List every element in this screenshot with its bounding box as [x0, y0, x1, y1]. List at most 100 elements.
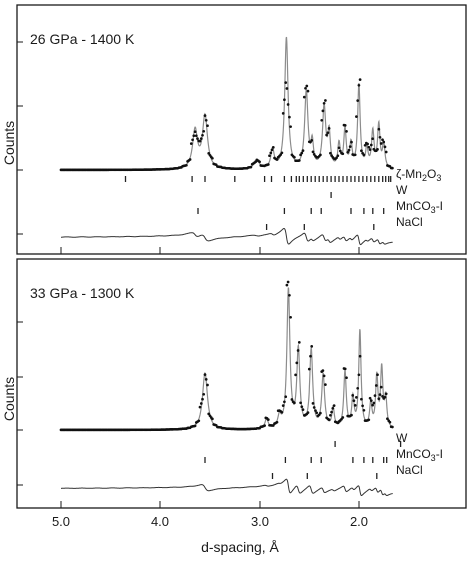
x-axis-ticks	[60, 247, 360, 508]
observed-point	[270, 148, 274, 152]
observed-point	[207, 152, 211, 155]
observed-point	[302, 95, 306, 99]
observed-point	[372, 401, 376, 405]
observed-point	[371, 137, 374, 141]
observed-point	[283, 98, 286, 102]
observed-point	[341, 152, 345, 156]
observed-point	[337, 146, 341, 150]
observed-point	[263, 424, 266, 427]
observed-point	[353, 153, 357, 157]
observed-point	[307, 367, 311, 371]
observed-point	[324, 99, 327, 102]
phase-label-nacl-panel-2: NaCl	[396, 463, 423, 477]
observed-point	[391, 425, 394, 429]
observed-point	[327, 418, 331, 422]
observed-point	[330, 410, 333, 414]
observed-point	[353, 404, 357, 407]
observed-point	[304, 86, 307, 90]
observed-point	[324, 383, 327, 386]
observed-point	[288, 293, 291, 297]
observed-point	[300, 405, 304, 409]
phase-label-mnco3: MnCO3-I	[396, 199, 443, 215]
observed-point	[280, 151, 284, 155]
observed-point	[266, 163, 270, 166]
observed-point	[321, 369, 325, 372]
observed-point	[198, 139, 202, 143]
observed-point	[347, 148, 351, 152]
observed-point	[378, 393, 382, 396]
observed-point	[377, 127, 381, 131]
plot-layer	[59, 36, 402, 496]
observed-point	[357, 373, 361, 377]
observed-point	[350, 140, 353, 144]
y-axis-label: Counts	[1, 121, 17, 165]
panel-1-title: 26 GPa - 1400 K	[30, 31, 135, 47]
observed-point	[321, 109, 325, 113]
observed-point	[356, 99, 360, 102]
observed-point	[379, 142, 383, 145]
observed-point	[285, 283, 289, 287]
observed-point	[203, 114, 207, 117]
panel-1-frame	[16, 4, 467, 255]
panel-2-title: 33 GPa - 1300 K	[30, 285, 135, 301]
panel-2-observed-points	[59, 280, 394, 432]
observed-point	[346, 150, 350, 154]
observed-point	[373, 394, 377, 397]
observed-point	[295, 361, 299, 365]
observed-point	[185, 163, 188, 167]
observed-point	[296, 349, 300, 352]
observed-point	[331, 406, 335, 410]
observed-point	[362, 408, 366, 412]
observed-point	[286, 103, 290, 106]
observed-point	[297, 341, 301, 344]
phase-ticks-nacl	[271, 473, 378, 479]
observed-point	[355, 115, 358, 118]
observed-point	[258, 160, 261, 164]
observed-point	[381, 138, 384, 142]
observed-point	[376, 373, 379, 377]
observed-point	[352, 399, 356, 403]
observed-point	[284, 81, 288, 84]
observed-point	[361, 404, 364, 408]
observed-point	[376, 148, 379, 151]
observed-point	[348, 145, 352, 148]
phase-ticks-mnco3-i	[197, 208, 385, 214]
phase-ticks-mnco3-i	[204, 457, 388, 463]
observed-point	[357, 83, 361, 87]
observed-point	[343, 367, 347, 371]
observed-point	[286, 280, 290, 284]
observed-point	[284, 395, 288, 399]
panel-1-y-ticks	[17, 41, 23, 235]
y-axis-label-panel-2: Counts	[1, 377, 17, 421]
observed-point	[345, 376, 348, 380]
observed-point	[266, 418, 270, 421]
observed-point	[345, 130, 348, 133]
panel-2-frame	[16, 258, 467, 509]
observed-point	[315, 411, 319, 415]
observed-point	[314, 409, 317, 412]
panel-2-calculated-profile	[61, 287, 393, 431]
observed-point	[329, 413, 332, 417]
observed-point	[288, 115, 291, 119]
observed-point	[320, 118, 324, 122]
observed-point	[197, 419, 201, 423]
observed-point	[356, 386, 360, 390]
observed-point	[204, 378, 208, 381]
phase-ticks-w	[334, 441, 402, 447]
observed-point	[335, 156, 338, 160]
observed-point	[391, 166, 394, 170]
observed-point	[350, 413, 353, 417]
observed-point	[290, 398, 294, 401]
observed-point	[306, 411, 310, 414]
observed-point	[285, 87, 289, 90]
observed-point	[201, 397, 204, 401]
observed-point	[322, 374, 326, 378]
observed-point	[329, 151, 332, 155]
observed-point	[360, 397, 363, 401]
observed-point	[368, 148, 372, 151]
observed-point	[206, 383, 209, 387]
observed-point	[192, 134, 196, 138]
observed-point	[305, 84, 309, 88]
observed-point	[310, 345, 314, 348]
